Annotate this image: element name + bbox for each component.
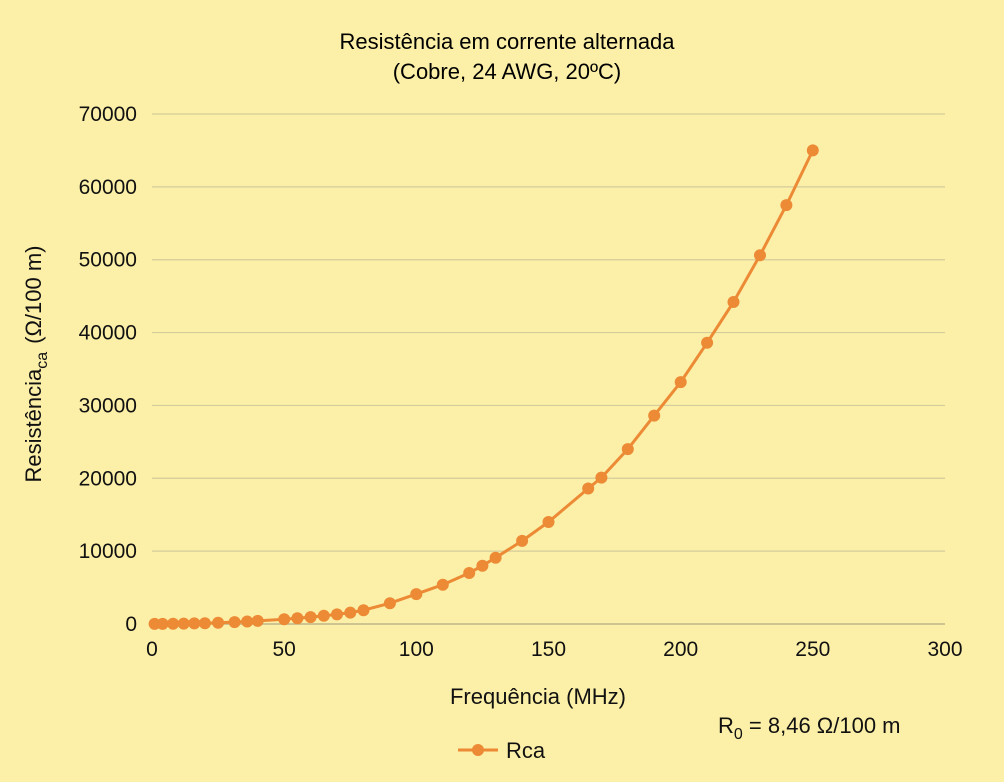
y-axis-label: Resistênciaca (Ω/100 m) — [21, 246, 51, 483]
data-point — [357, 604, 370, 617]
chart-subtitle: (Cobre, 24 AWG, 20ºC) — [393, 59, 622, 84]
data-point — [595, 471, 608, 484]
series-line-rca — [154, 149, 815, 626]
legend-label-rca: Rca — [506, 738, 546, 763]
chart-title: Resistência em corrente alternada — [339, 29, 675, 54]
data-point — [317, 609, 330, 622]
y-tick-label: 0 — [125, 613, 137, 636]
y-tick-label: 40000 — [79, 322, 137, 345]
data-point — [436, 578, 449, 591]
r0-annotation-main: R — [718, 713, 734, 738]
gridlines — [152, 113, 945, 625]
y-axis-label-subscript: ca — [34, 352, 51, 369]
data-point — [383, 597, 396, 610]
data-point — [228, 616, 241, 629]
x-tick-label: 200 — [663, 638, 698, 661]
x-tick-label: 100 — [399, 638, 434, 661]
data-point — [780, 199, 793, 212]
data-point — [177, 617, 190, 630]
x-axis-ticks: 0 50 100 150 200 250 300 — [146, 638, 962, 661]
data-point — [648, 409, 661, 422]
data-point — [476, 559, 489, 572]
data-point — [331, 608, 343, 621]
data-point — [278, 613, 291, 626]
y-tick-label: 30000 — [79, 394, 137, 417]
data-point — [410, 588, 423, 601]
data-point — [304, 611, 317, 624]
legend-marker-rca — [472, 744, 484, 756]
data-point — [806, 144, 819, 157]
y-tick-label: 70000 — [79, 103, 137, 126]
y-axis-label-main: Resistência — [21, 368, 46, 482]
r0-annotation: R0 = 8,46 Ω/100 m — [718, 713, 901, 743]
data-point — [198, 617, 211, 630]
data-point — [701, 336, 714, 349]
y-axis-ticks: 0 10000 20000 30000 40000 50000 60000 70000 — [79, 103, 137, 636]
data-point — [516, 534, 529, 547]
x-tick-label: 50 — [272, 638, 295, 661]
y-tick-label: 60000 — [79, 176, 137, 199]
data-point — [674, 376, 687, 389]
x-axis-label: Frequência (MHz) — [450, 684, 626, 709]
data-point — [754, 249, 766, 262]
data-point — [727, 296, 740, 308]
r0-annotation-rest: = 8,46 Ω/100 m — [743, 713, 901, 738]
data-point — [188, 617, 201, 630]
data-point — [582, 482, 595, 495]
data-point — [463, 567, 476, 579]
data-point — [167, 617, 180, 630]
legend: Rca — [458, 738, 546, 763]
data-point — [291, 612, 304, 625]
data-point — [542, 516, 555, 528]
series-rca — [148, 144, 819, 630]
y-tick-label: 50000 — [79, 249, 137, 272]
data-point — [621, 443, 634, 456]
y-axis-label-unit: (Ω/100 m) — [21, 246, 46, 344]
x-tick-label: 250 — [795, 638, 830, 661]
data-point — [156, 617, 169, 630]
data-point — [241, 615, 254, 628]
x-tick-label: 0 — [146, 638, 158, 661]
data-point — [251, 614, 264, 627]
y-tick-label: 20000 — [79, 467, 137, 490]
r0-annotation-subscript: 0 — [734, 726, 743, 743]
x-tick-label: 150 — [531, 638, 566, 661]
y-tick-label: 10000 — [79, 540, 137, 563]
data-point — [489, 551, 502, 564]
x-tick-label: 300 — [927, 638, 962, 661]
data-point — [212, 616, 225, 629]
data-point — [344, 606, 357, 619]
